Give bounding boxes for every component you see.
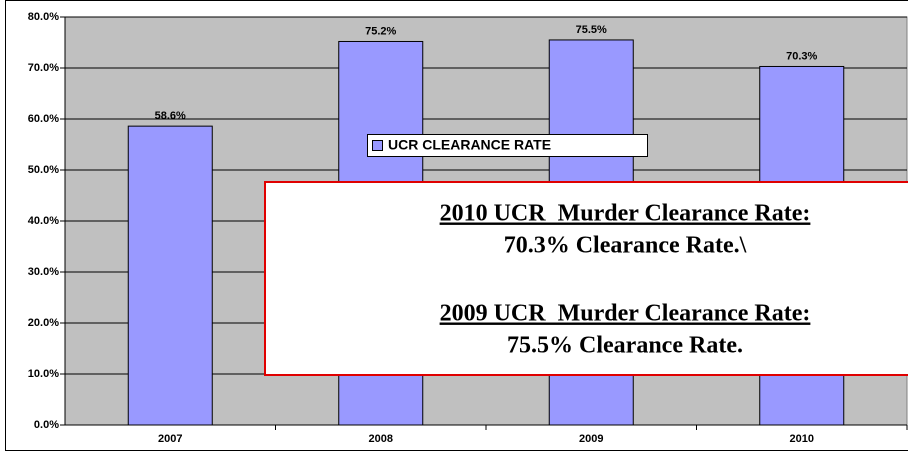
x-tick-label: 2008 — [369, 433, 393, 445]
annotation-text: 75.5% Clearance Rate. — [507, 333, 743, 359]
y-tick-label: 20.0% — [28, 317, 59, 329]
annotation-text: 70.3% Clearance Rate.\ — [504, 233, 747, 259]
x-tick-label: 2007 — [158, 433, 182, 445]
legend-box — [367, 134, 648, 157]
x-tick-label: 2009 — [579, 433, 603, 445]
y-tick-label: 30.0% — [28, 266, 59, 278]
legend-label: UCR CLEARANCE RATE — [388, 137, 551, 153]
annotation-heading: 2010 UCR Murder Clearance Rate: — [440, 201, 811, 227]
bar — [127, 125, 213, 426]
y-tick-label: 70.0% — [28, 62, 59, 74]
annotation-heading: 2009 UCR Murder Clearance Rate: — [440, 301, 811, 327]
value-label: 58.6% — [155, 110, 186, 122]
y-tick-label: 60.0% — [28, 113, 59, 125]
y-tick-label: 10.0% — [28, 368, 59, 380]
y-tick-label: 0.0% — [34, 419, 59, 431]
value-label: 70.3% — [786, 50, 817, 62]
annotation-box — [264, 181, 908, 376]
y-tick-label: 40.0% — [28, 215, 59, 227]
legend-swatch — [372, 140, 383, 151]
value-label: 75.5% — [576, 24, 607, 36]
x-tick-label: 2010 — [790, 433, 814, 445]
value-label: 75.2% — [365, 25, 396, 37]
y-tick-label: 50.0% — [28, 164, 59, 176]
y-tick-label: 80.0% — [28, 11, 59, 23]
